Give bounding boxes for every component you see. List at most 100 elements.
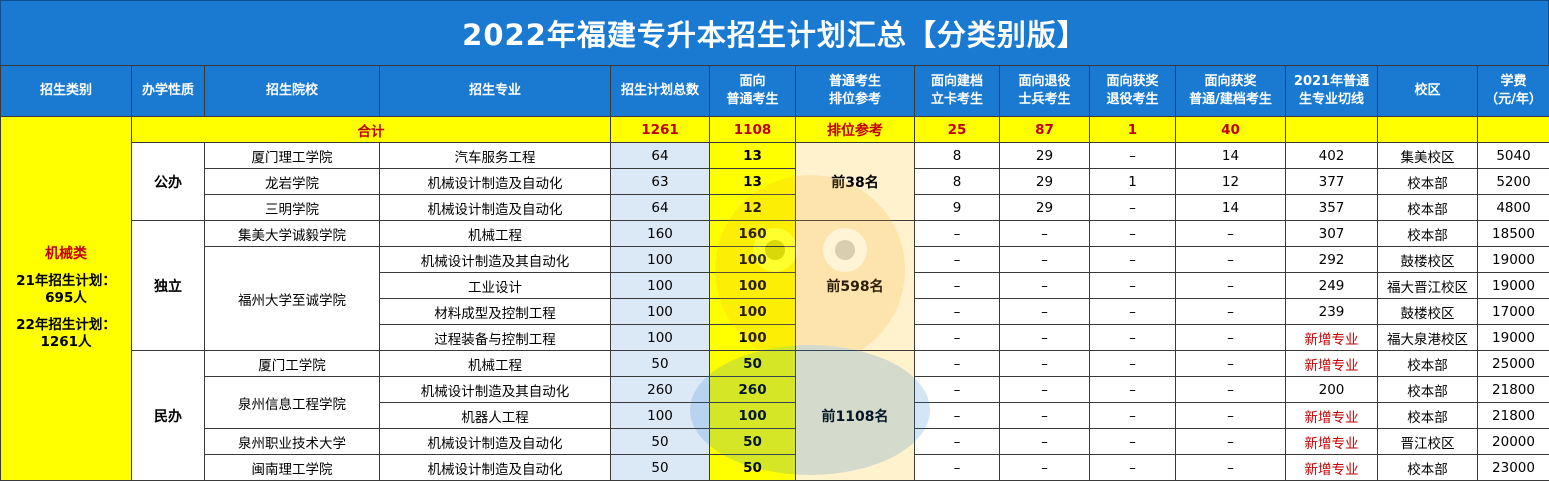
column-header: 2021年普通 生专业切线 [1285,65,1378,117]
card-cell: – [914,376,1000,403]
column-header: 学费 （元/年） [1477,65,1549,117]
card-cell: – [914,350,1000,377]
cutoff-2021-cell: 新增专业 [1285,402,1378,429]
normal-quota-cell: 100 [709,298,796,325]
plan-total-cell: 50 [610,428,710,455]
veteran-cell: – [999,402,1090,429]
school-cell: 泉州职业技术大学 [204,428,380,455]
tuition-cell: 4800 [1477,194,1549,221]
campus-cell: 鼓楼校区 [1377,246,1478,273]
award-vet-cell: – [1089,220,1176,247]
summary-award-normal: 40 [1175,116,1286,143]
normal-quota-cell: 50 [709,428,796,455]
enrollment-table: 招生类别 办学性质 招生院校 招生专业 招生计划总数 面向 普通考生 普通考生 排位参考 面向… [0,65,1549,481]
campus-cell: 福大泉港校区 [1377,324,1478,351]
column-header: 办学性质 [131,65,205,117]
veteran-cell: 29 [999,194,1090,221]
header-row: 招生类别 办学性质 招生院校 招生专业 招生计划总数 面向 普通考生 普通考生 排位参考 面向… [0,65,1549,117]
card-cell: – [914,454,1000,481]
plan-total-cell: 63 [610,168,710,195]
campus-cell: 校本部 [1377,194,1478,221]
veteran-cell: – [999,428,1090,455]
cutoff-2021-cell: 292 [1285,246,1378,273]
veteran-cell: – [999,376,1090,403]
plan-total-cell: 100 [610,298,710,325]
veteran-cell: – [999,350,1090,377]
school-nature-cell: 民办 [131,350,205,481]
campus-cell: 校本部 [1377,350,1478,377]
tuition-cell: 21800 [1477,402,1549,429]
rank-reference-cell: 前38名 [795,142,915,221]
column-header: 面向 普通考生 [709,65,796,117]
plan-total-cell: 50 [610,350,710,377]
summary-award-vet: 1 [1089,116,1176,143]
rank-reference-cell: 前598名 [795,220,915,351]
award-vet-cell: – [1089,298,1176,325]
award-normal-cell: 14 [1175,194,1286,221]
column-header: 招生类别 [0,65,132,117]
school-cell: 福州大学至诚学院 [204,246,380,351]
campus-cell: 校本部 [1377,168,1478,195]
campus-cell: 校本部 [1377,376,1478,403]
award-vet-cell: – [1089,272,1176,299]
major-cell: 机械工程 [379,350,611,377]
column-header: 普通考生 排位参考 [795,65,915,117]
campus-cell: 校本部 [1377,220,1478,247]
summary-total: 1261 [610,116,710,143]
award-vet-cell: – [1089,376,1176,403]
column-header: 校区 [1377,65,1478,117]
summary-campus [1377,116,1478,143]
card-cell: 8 [914,142,1000,169]
plan-total-cell: 100 [610,402,710,429]
award-normal-cell: – [1175,324,1286,351]
summary-label: 合计 [131,116,611,143]
tuition-cell: 18500 [1477,220,1549,247]
major-cell: 工业设计 [379,272,611,299]
award-vet-cell: – [1089,454,1176,481]
table-row: 闽南理工学院 机械设计制造及自动化 50 50– – – – 新增专业 校本部 23000 [1,454,1549,481]
sheet-title: 2022年福建专升本招生计划汇总【分类别版】 [0,0,1549,66]
award-normal-cell: 14 [1175,142,1286,169]
major-cell: 机械设计制造及其自动化 [379,246,611,273]
award-normal-cell: – [1175,350,1286,377]
summary-normal: 1108 [709,116,796,143]
campus-cell: 集美校区 [1377,142,1478,169]
normal-quota-cell: 100 [709,324,796,351]
cutoff-2021-cell: 249 [1285,272,1378,299]
normal-quota-cell: 50 [709,454,796,481]
summary-row: 机械类 21年招生计划： 695人 22年招生计划： 1261人 合计 1261 1108… [0,116,1549,481]
major-cell: 过程装备与控制工程 [379,324,611,351]
plan-total-cell: 100 [610,246,710,273]
summary-fee [1477,116,1549,143]
plan-2022: 22年招生计划： 1261人 [16,317,116,350]
award-vet-cell: – [1089,324,1176,351]
summary-cut [1285,116,1378,143]
plan-2021: 21年招生计划： 695人 [16,273,116,306]
card-cell: – [914,428,1000,455]
campus-cell: 福大晋江校区 [1377,272,1478,299]
award-normal-cell: – [1175,376,1286,403]
major-cell: 机械设计制造及自动化 [379,194,611,221]
column-header: 面向获奖 普通/建档考生 [1175,65,1286,117]
normal-quota-cell: 260 [709,376,796,403]
major-cell: 机器人工程 [379,402,611,429]
campus-cell: 鼓楼校区 [1377,298,1478,325]
school-cell: 龙岩学院 [204,168,380,195]
veteran-cell: 29 [999,168,1090,195]
veteran-cell: – [999,272,1090,299]
normal-quota-cell: 13 [709,142,796,169]
major-cell: 机械设计制造及自动化 [379,428,611,455]
plan-total-cell: 50 [610,454,710,481]
major-cell: 材料成型及控制工程 [379,298,611,325]
award-normal-cell: – [1175,402,1286,429]
award-vet-cell: – [1089,402,1176,429]
column-header: 招生院校 [204,65,380,117]
plan-total-cell: 260 [610,376,710,403]
cutoff-2021-cell: 200 [1285,376,1378,403]
tuition-cell: 23000 [1477,454,1549,481]
tuition-cell: 21800 [1477,376,1549,403]
veteran-cell: – [999,454,1090,481]
award-normal-cell: 12 [1175,168,1286,195]
tuition-cell: 19000 [1477,324,1549,351]
major-cell: 机械设计制造及自动化 [379,454,611,481]
